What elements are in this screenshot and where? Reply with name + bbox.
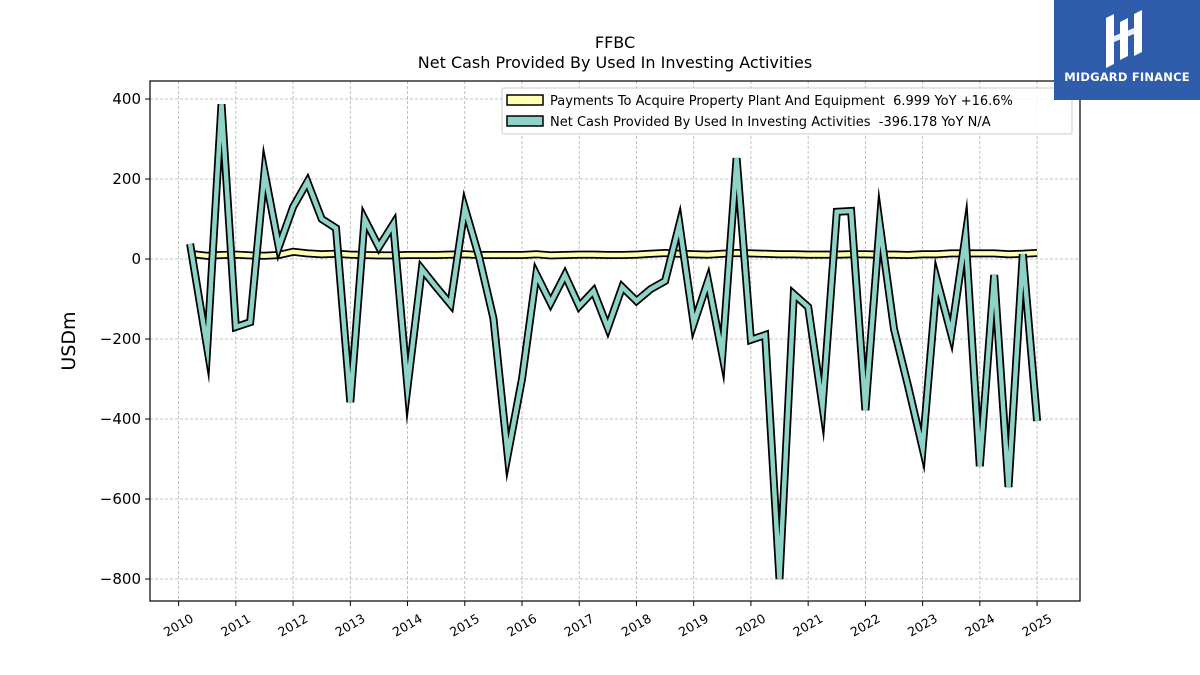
x-tick-label: 2019: [676, 611, 711, 640]
y-tick-label: 200: [112, 170, 141, 188]
series-layer: [186, 103, 1042, 580]
legend-label-investing: Net Cash Provided By Used In Investing A…: [550, 115, 991, 130]
series-0-line: [189, 249, 1038, 259]
x-tick-label: 2023: [905, 611, 940, 640]
legend-swatch-investing: [506, 115, 544, 127]
x-tick-label: 2017: [561, 611, 596, 640]
x-tick-label: 2025: [1019, 611, 1054, 640]
legend-label-capex: Payments To Acquire Property Plant And E…: [550, 94, 1013, 109]
chart-title: FFBC: [595, 33, 635, 52]
brand-logo: MIDGARD FINANCE: [1054, 0, 1200, 100]
x-tick-label: 2020: [733, 611, 768, 640]
series-1-outline: [186, 103, 1042, 580]
legend-swatch-capex: [506, 94, 544, 106]
y-tick-label: −200: [100, 330, 141, 348]
y-axis: 400 200 0 −200 −400 −600 −800: [100, 90, 150, 588]
x-tick-label: 2018: [619, 611, 654, 640]
x-tick-label: 2015: [447, 611, 482, 640]
x-tick-label: 2010: [161, 611, 196, 640]
x-tick-label: 2022: [848, 611, 883, 640]
legend: Payments To Acquire Property Plant And E…: [501, 87, 1073, 135]
chart-subtitle: Net Cash Provided By Used In Investing A…: [418, 53, 812, 72]
y-tick-label: −600: [100, 490, 141, 508]
y-tick-label: 400: [112, 90, 141, 108]
grid-lines: [150, 81, 1080, 601]
x-tick-label: 2016: [504, 611, 539, 640]
plot-frame: [149, 80, 1081, 602]
y-tick-label: 0: [131, 250, 141, 268]
x-tick-label: 2012: [275, 611, 310, 640]
logo-mark-icon: [1106, 10, 1142, 68]
brand-name: MIDGARD FINANCE: [1064, 70, 1190, 84]
y-axis-label: USDm: [58, 311, 80, 370]
x-tick-label: 2021: [790, 611, 825, 640]
series-1-line: [187, 104, 1040, 580]
x-tick-label: 2024: [962, 611, 997, 640]
x-axis: 2010 2011 2012 2013 2014 2015 2016 2017 2018 2019…: [161, 601, 1054, 640]
y-tick-label: −400: [100, 410, 141, 428]
x-tick-label: 2011: [218, 611, 253, 640]
legend-box: [501, 87, 1073, 135]
x-tick-label: 2014: [390, 611, 425, 640]
x-tick-label: 2013: [333, 611, 368, 640]
y-tick-label: −800: [100, 570, 141, 588]
